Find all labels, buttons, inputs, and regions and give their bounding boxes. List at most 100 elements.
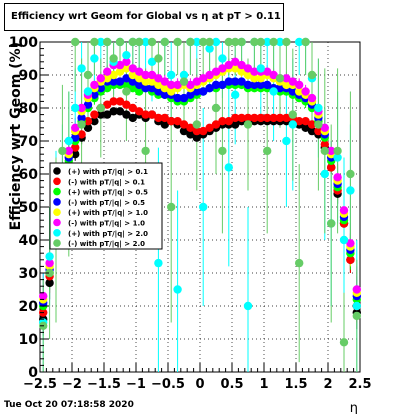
data-point	[179, 93, 189, 103]
data-point	[39, 291, 48, 301]
data-point	[90, 110, 99, 119]
data-point	[256, 113, 265, 123]
data-point	[90, 37, 99, 47]
data-point	[333, 146, 342, 156]
data-point	[45, 268, 54, 278]
data-point	[115, 77, 125, 86]
x-axis-label: η	[350, 401, 358, 414]
data-point	[237, 60, 246, 70]
timestamp: Tue Oct 20 07:18:58 2020	[4, 400, 134, 410]
data-point	[256, 74, 265, 83]
data-point	[224, 77, 233, 86]
x-tick-label: 2.5	[348, 377, 371, 392]
data-point	[173, 285, 182, 294]
data-point	[154, 80, 163, 90]
y-tick-label: 100	[9, 35, 38, 51]
data-point	[231, 57, 240, 66]
data-point	[167, 202, 176, 212]
data-point	[115, 107, 125, 116]
data-point	[71, 133, 80, 142]
data-point	[237, 77, 246, 86]
data-point	[147, 57, 157, 66]
data-point	[109, 97, 118, 106]
data-point	[141, 77, 150, 86]
data-point	[237, 37, 246, 47]
data-point	[275, 37, 285, 47]
data-point	[179, 120, 189, 129]
data-point	[141, 84, 150, 93]
data-point	[346, 239, 355, 248]
data-point	[231, 120, 240, 129]
y-axis-label: Efficiency wrt Geom (%)	[8, 42, 24, 230]
data-point	[231, 113, 240, 123]
data-point	[122, 100, 131, 109]
data-point	[90, 117, 99, 126]
data-point	[199, 37, 208, 47]
data-point	[256, 37, 265, 47]
data-point	[199, 126, 208, 136]
data-point	[45, 252, 54, 261]
data-point	[301, 123, 310, 132]
data-point	[320, 140, 329, 149]
data-point	[128, 77, 137, 86]
data-point	[109, 54, 118, 63]
data-point	[205, 44, 214, 53]
data-point	[192, 120, 201, 129]
data-point	[282, 113, 291, 123]
x-tick-label: −0.5	[151, 377, 185, 392]
data-point	[205, 37, 214, 47]
data-point	[90, 90, 99, 100]
data-point	[96, 103, 106, 113]
data-point	[83, 123, 93, 132]
data-point	[64, 136, 74, 146]
data-point	[218, 80, 227, 90]
legend: (+) with pT/|q| > 0.1(-) with pT/|q| > 0…	[49, 162, 163, 250]
data-point	[243, 301, 253, 311]
legend-label: (+) with pT/|q| > 2.0	[68, 230, 148, 239]
data-point	[320, 123, 329, 132]
data-point	[186, 80, 195, 90]
data-point	[211, 103, 221, 113]
legend-label: (-) with pT/|q| > 2.0	[68, 240, 145, 249]
data-point	[128, 103, 137, 113]
data-point	[339, 338, 349, 347]
x-tick-label: 1	[259, 377, 268, 392]
data-point	[135, 80, 144, 90]
data-point	[327, 146, 336, 156]
data-point	[160, 90, 169, 100]
data-point	[160, 37, 169, 47]
data-point	[147, 77, 157, 86]
data-point	[141, 37, 150, 47]
data-point	[122, 64, 131, 73]
data-point	[186, 90, 195, 100]
data-point	[154, 258, 163, 268]
data-point	[295, 258, 304, 268]
y-tick-label: 60	[19, 167, 39, 183]
y-axis-ticks: 0 10 20 30 40 50 60 70 80 90 100	[9, 35, 49, 381]
data-point	[339, 235, 349, 245]
data-point	[282, 80, 291, 90]
data-point	[147, 37, 157, 47]
data-point	[199, 202, 208, 212]
data-point	[122, 74, 131, 83]
data-point	[346, 186, 355, 195]
data-point	[243, 80, 253, 90]
y-tick-label: 40	[19, 233, 39, 249]
legend-label: (-) with pT/|q| > 0.5	[68, 199, 145, 208]
legend-box	[49, 162, 163, 250]
data-point	[96, 110, 106, 119]
data-point	[231, 37, 240, 47]
data-point	[307, 93, 317, 103]
data-point	[295, 117, 304, 126]
data-point	[77, 103, 86, 113]
data-point	[333, 153, 342, 162]
data-point	[211, 80, 221, 90]
data-point	[154, 113, 163, 123]
data-point	[256, 80, 265, 90]
data-point	[275, 113, 285, 123]
x-tick-label: −2.5	[23, 377, 57, 392]
data-markers	[39, 37, 361, 347]
data-point	[269, 113, 278, 123]
data-point	[205, 123, 214, 132]
